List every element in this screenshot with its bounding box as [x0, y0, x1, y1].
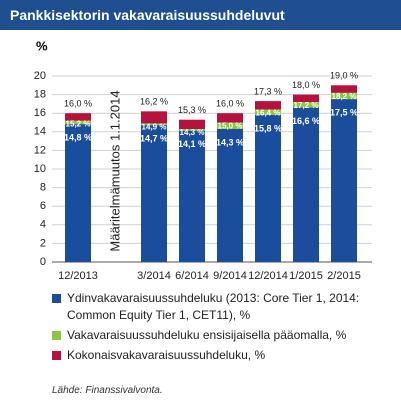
- legend-entry: Kokonaisvakavaraisuussuhdeluku, %: [52, 347, 382, 364]
- x-tick-label: 1/2015: [289, 270, 323, 282]
- y-tick-label: 6: [40, 200, 46, 212]
- value-label: 14,8 %: [64, 133, 92, 143]
- legend-label: Kokonaisvakavaraisuussuhdeluku, %: [67, 348, 266, 362]
- y-tick-label: 4: [40, 219, 46, 231]
- value-label: 18,2 %: [332, 92, 357, 101]
- value-label: 16,2 %: [140, 97, 168, 107]
- bar: [293, 107, 319, 263]
- chart: % 0 2 4 6 8 10 12 14 16 18 20 12/2013 Määritelmämuut…: [34, 38, 372, 282]
- legend-label: Vakavaraisuussuhdeluku ensisijaisella pä…: [67, 328, 347, 342]
- annotation: Määritelmämuutos 1.1.2014: [107, 90, 122, 251]
- value-label: 17,5 %: [330, 108, 358, 118]
- bar: [179, 130, 205, 262]
- value-label: 19,0 %: [330, 71, 358, 81]
- y-tick-label: 20: [34, 70, 46, 82]
- y-tick-label: 18: [34, 89, 46, 101]
- legend-entry: Vakavaraisuussuhdeluku ensisijaisella pä…: [52, 327, 382, 344]
- value-label: 15,0 %: [218, 122, 243, 131]
- value-label: 14,9 %: [142, 123, 167, 132]
- value-label: 15,8 %: [254, 123, 282, 133]
- bar: [331, 99, 357, 262]
- legend-label: Ydinvakavaraisuussuhdeluku (2013: Core T…: [67, 291, 360, 322]
- value-label: 17,3 %: [254, 86, 282, 96]
- value-label: 15,3 %: [178, 105, 206, 115]
- x-tick-label: 12/2013: [58, 270, 98, 282]
- y-tick-label: 14: [34, 126, 46, 138]
- value-label: 15,2 %: [66, 120, 91, 129]
- legend-swatch: [52, 294, 61, 303]
- bar: [217, 129, 243, 262]
- bar: [255, 115, 281, 262]
- legend-swatch: [52, 351, 61, 360]
- x-tick-label: 2/2015: [327, 270, 361, 282]
- x-tick-label: 12/2014: [248, 270, 288, 282]
- y-tick-label: 8: [40, 182, 46, 194]
- y-tick-label: 16: [34, 107, 46, 119]
- bar: [141, 125, 167, 262]
- value-label: 14,3 %: [216, 137, 244, 147]
- title-bar: [0, 0, 401, 30]
- value-label: 16,0 %: [64, 99, 92, 109]
- value-label: 14,3 %: [180, 128, 205, 137]
- legend-swatch: [52, 331, 61, 340]
- value-label: 17,2 %: [294, 101, 319, 110]
- source: Lähde: Finanssivalvonta.: [52, 385, 163, 396]
- y-tick-label: 0: [40, 256, 46, 268]
- legend-entry: Ydinvakavaraisuussuhdeluku (2013: Core T…: [52, 290, 382, 324]
- x-tick-label: 3/2014: [137, 270, 171, 282]
- y-axis-label: %: [36, 38, 48, 53]
- value-label: 16,0 %: [216, 99, 244, 109]
- x-tick-label: 6/2014: [175, 270, 209, 282]
- y-tick-label: 2: [40, 237, 46, 249]
- x-tick-label: 9/2014: [213, 270, 247, 282]
- value-label: 16,4 %: [256, 109, 281, 118]
- value-label: 18,0 %: [292, 80, 320, 90]
- bar: [65, 124, 91, 262]
- y-tick-label: 12: [34, 144, 46, 156]
- value-label: 14,1 %: [178, 139, 206, 149]
- value-label: 14,7 %: [140, 134, 168, 144]
- y-tick-label: 10: [34, 163, 46, 175]
- chart-title: Pankkisektorin vakavaraisuussuhdeluvut: [10, 7, 285, 23]
- legend: Ydinvakavaraisuussuhdeluku (2013: Core T…: [52, 290, 382, 367]
- value-label: 16,6 %: [292, 116, 320, 126]
